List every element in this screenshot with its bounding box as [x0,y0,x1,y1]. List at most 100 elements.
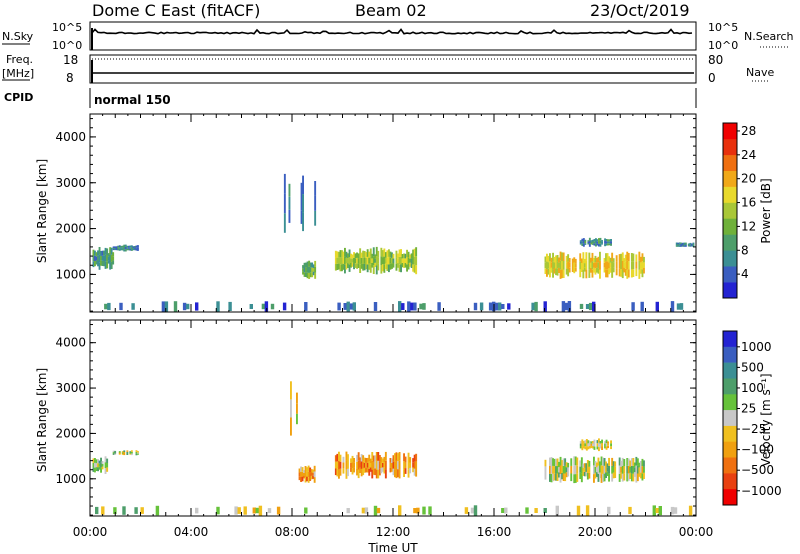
power-echo-cell [413,256,416,265]
power-echo-cell [556,255,559,262]
velocity-echo-cell [620,466,623,473]
velocity-echo-cell [592,443,594,446]
power-echo-cell [400,256,402,265]
velocity-colorbar-swatch [723,331,737,348]
power-echo-cell [564,302,569,311]
power-echo-cell [101,260,104,266]
power-echo-cell [409,254,412,259]
velocity-echo-cell [592,446,594,449]
power-echo-cell [590,243,593,245]
power-echo-cell [368,263,371,270]
velocity-echo-cell [374,455,377,462]
velocity-echo-cell [360,468,363,477]
velocity-echo-cell [636,473,639,482]
power-echo-region [283,173,317,233]
power-echo-cell [95,252,98,257]
velocity-echo-region [95,505,693,516]
velocity-echo-cell [570,458,573,466]
velocity-echo-cell [635,465,638,474]
power-echo-cell [137,247,139,249]
power-echo-cell [670,301,675,312]
power-echo-cell [112,256,115,261]
power-echo-cell [344,256,346,265]
nave-tick-min: 0 [708,71,716,85]
power-echo-cell [112,248,115,251]
power-echo-cell [305,272,307,277]
velocity-echo-cell [612,472,615,479]
power-echo-cell [107,260,110,264]
velocity-echo-cell [607,441,609,444]
power-echo-cell [583,263,586,268]
velocity-echo-cell [580,465,583,474]
velocity-echo-cell [313,465,316,472]
power-echo-cell [282,302,287,311]
power-echo-cell [596,267,598,273]
power-echo-cell [594,262,597,269]
velocity-echo-cell [611,457,614,466]
beam-label: Beam 02 [355,1,427,20]
power-echo-region [544,251,645,279]
velocity-echo-cell [470,507,475,514]
power-echo-cell [398,264,401,272]
velocity-echo-layer [92,381,693,516]
power-echo-cell [579,269,582,278]
velocity-echo-cell [384,460,387,470]
power-echo-cell [100,251,102,256]
power-echo-cell [587,240,590,242]
power-echo-cell [365,263,368,270]
velocity-echo-cell [604,446,606,449]
velocity-echo-cell [582,443,585,446]
velocity-echo-cell [614,461,617,467]
velocity-echo-cell [618,457,621,466]
velocity-echo-cell [553,473,556,481]
power-echo-cell [374,262,377,267]
power-echo-cell [389,251,392,258]
velocity-echo-cell [581,439,584,443]
velocity-ytick-label: 1000 [55,472,86,486]
velocity-echo-cell [350,467,352,472]
velocity-echo-cell [655,508,659,514]
velocity-echo-cell [573,465,576,475]
power-echo-cell [353,257,355,264]
power-echo-cell [584,241,587,244]
cpid-value: normal 150 [94,93,171,107]
power-echo-cell [366,249,369,257]
power-echo-cell [400,264,402,273]
power-echo-cell [306,261,309,268]
power-echo-cell [401,303,405,310]
power-echo-cell [410,253,413,259]
time-tick-label: 00:00 [73,525,108,539]
velocity-echo-cell [309,476,312,481]
power-echo-cell [130,245,133,248]
power-echo-cell [350,258,352,263]
power-echo-cell [594,268,597,275]
power-echo-cell [581,243,584,246]
velocity-echo-cell [588,460,591,467]
velocity-ytick-label: 3000 [55,381,86,395]
power-echo-cell [366,264,369,273]
velocity-echo-cell [585,467,588,472]
power-echo-cell [369,256,372,265]
power-echo-cell [473,302,478,311]
power-echo-cell [123,246,126,250]
velocity-echo-cell [304,471,307,477]
power-echo-cell [507,303,511,310]
power-echo-cell [640,301,644,312]
velocity-echo-cell [565,472,568,478]
power-echo-cell [620,261,623,270]
power-echo-cell [127,245,130,248]
velocity-echo-cell [92,462,95,468]
velocity-echo-cell [121,453,124,455]
velocity-echo-cell [368,468,371,476]
power-echo-cell [615,261,618,269]
power-echo-cell [596,243,599,246]
power-echo-cell [479,302,484,311]
power-echo-cell [573,262,576,268]
power-colorbar-swatch [723,266,737,283]
power-echo-cell [692,242,695,245]
velocity-echo-cell [601,446,603,450]
velocity-echo-cell [126,452,129,454]
velocity-echo-cell [639,461,642,467]
power-echo-cell [337,302,341,311]
velocity-echo-cell [373,505,378,516]
